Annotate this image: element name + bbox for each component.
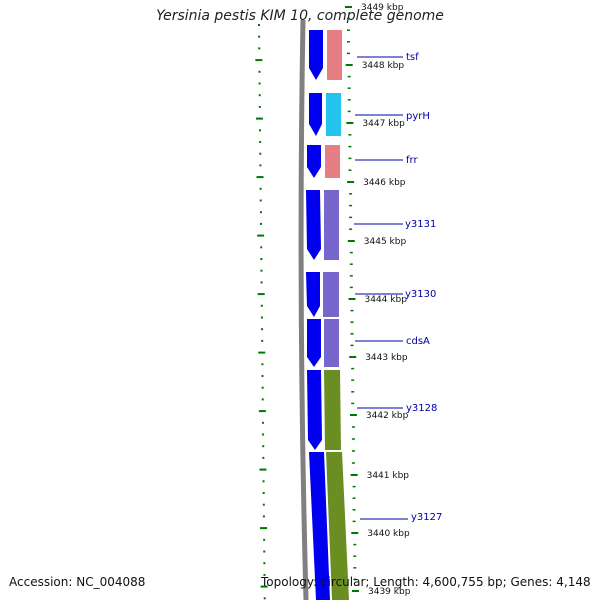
gc-dot — [260, 527, 268, 530]
kbp-label: 3449 kbp — [361, 3, 404, 13]
gc-dot — [263, 550, 266, 553]
gc-dot — [258, 410, 266, 413]
gc-dot — [262, 445, 265, 448]
gc-dot — [257, 293, 265, 296]
gene-arrow-y3128-forward[interactable] — [307, 370, 322, 450]
gc-dot — [259, 152, 262, 155]
gc-dot — [255, 59, 263, 62]
gene-arrow-y3127-forward[interactable] — [309, 452, 330, 600]
gc-dot — [259, 222, 262, 225]
gc-dot — [261, 339, 264, 342]
gene-arrow-frr-forward[interactable] — [307, 145, 321, 178]
gc-dot — [260, 258, 263, 260]
gene-label-lines — [354, 56, 408, 520]
genome-summary-text: Topology: circular; Length: 4,600,755 bp… — [261, 575, 591, 589]
gc-dot — [258, 94, 261, 97]
gc-dot — [258, 351, 266, 354]
gc-dot — [263, 597, 266, 600]
genome-backbone — [298, 19, 309, 600]
gc-dot — [258, 70, 261, 73]
gc-dot — [259, 187, 262, 190]
gc-dot — [258, 47, 261, 50]
gc-dot — [259, 211, 262, 214]
gene-block-cdsA[interactable] — [324, 319, 339, 367]
gene-label-cdsA[interactable]: cdsA — [406, 336, 430, 347]
gene-arrow-y3131-forward[interactable] — [306, 190, 321, 260]
gc-dot — [257, 234, 265, 237]
gc-dot — [263, 538, 266, 541]
gc-dot — [259, 129, 262, 132]
gc-dot — [258, 35, 261, 38]
gene-block-y3130[interactable] — [323, 272, 339, 317]
gene-arrow-pyrH-forward[interactable] — [309, 93, 322, 136]
gc-dot — [262, 515, 265, 518]
kbp-label: 3445 kbp — [364, 237, 407, 247]
gene-label-tsf[interactable]: tsf — [406, 52, 419, 63]
kbp-label: 3448 kbp — [362, 61, 405, 71]
gc-dot — [255, 117, 263, 120]
gc-dot — [262, 456, 265, 459]
gene-block-frr[interactable] — [325, 145, 340, 178]
gene-block-y3131[interactable] — [324, 190, 339, 260]
gene-arrow-tsf-forward[interactable] — [309, 30, 323, 80]
gc-dot — [262, 433, 265, 436]
kbp-label: 3444 kbp — [365, 295, 408, 305]
kbp-label: 3441 kbp — [367, 471, 410, 481]
gc-dot — [259, 468, 267, 471]
kbp-label: 3443 kbp — [365, 353, 408, 363]
gc-dot — [260, 304, 263, 307]
kbp-ruler: 3449 kbp 3448 kbp 3447 kbp 3446 kbp 3445 kbp… — [345, 3, 411, 597]
gene-label-y3127[interactable]: y3127 — [411, 512, 442, 523]
forward-strand-track — [306, 30, 330, 600]
gc-dot — [263, 573, 266, 576]
gene-label-y3130[interactable]: y3130 — [405, 289, 436, 300]
gc-dot — [261, 421, 264, 424]
gc-dot — [259, 141, 262, 143]
gc-dot — [261, 328, 264, 331]
gene-label-frr[interactable]: frr — [406, 155, 418, 166]
gene-label-pyrH[interactable]: pyrH — [406, 111, 430, 122]
gene-labels: tsf pyrH frr y3131 y3130 cdsA y3128 y312… — [405, 52, 442, 523]
gc-dot — [258, 105, 261, 108]
kbp-label: 3447 kbp — [362, 119, 405, 129]
gc-dot — [260, 269, 263, 272]
gene-arrow-y3130-forward[interactable] — [306, 272, 320, 317]
kbp-label: 3439 kbp — [368, 587, 411, 597]
kbp-label: 3442 kbp — [366, 411, 409, 421]
gc-dot — [260, 316, 263, 319]
gc-dot — [262, 503, 265, 506]
gc-dot — [259, 199, 262, 202]
gc-dot — [263, 562, 266, 565]
gene-label-y3128[interactable]: y3128 — [406, 403, 437, 414]
gc-dot — [261, 363, 264, 366]
gc-dot — [262, 492, 265, 494]
gc-dot — [260, 585, 268, 588]
gc-dot — [262, 480, 265, 483]
gc-dot — [261, 398, 264, 401]
kbp-label: 3440 kbp — [367, 529, 410, 539]
gc-dot-track — [255, 24, 268, 600]
gene-block-pyrH[interactable] — [326, 93, 341, 136]
gc-dot — [260, 281, 263, 284]
gene-block-y3127[interactable] — [326, 452, 349, 600]
map-title: Yersinia pestis KIM 10, complete genome — [156, 8, 444, 24]
gene-arrow-cdsA-forward[interactable] — [307, 319, 321, 367]
gc-dot — [259, 164, 262, 167]
gc-dot — [256, 176, 264, 179]
gene-label-y3131[interactable]: y3131 — [405, 219, 436, 230]
gene-block-y3128[interactable] — [324, 370, 341, 450]
gc-dot — [260, 246, 263, 249]
category-track — [323, 30, 349, 600]
accession-text: Accession: NC_004088 — [9, 575, 146, 589]
gc-dot — [261, 375, 264, 377]
gc-dot — [258, 82, 261, 85]
gc-dot — [261, 386, 264, 389]
gene-block-tsf[interactable] — [327, 30, 342, 80]
gc-dot — [258, 24, 260, 26]
kbp-label: 3446 kbp — [363, 178, 406, 188]
